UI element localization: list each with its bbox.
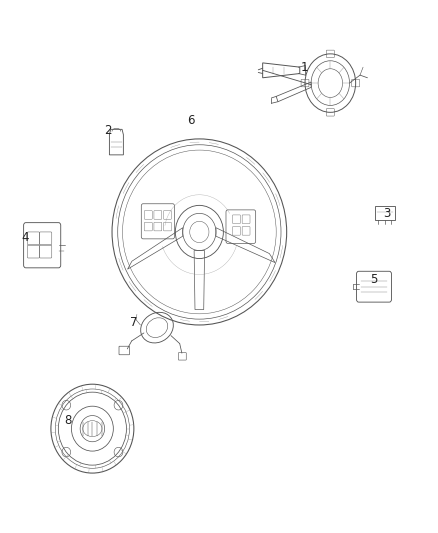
Text: 2: 2 bbox=[104, 124, 111, 138]
Text: 4: 4 bbox=[21, 231, 28, 244]
Text: 7: 7 bbox=[130, 316, 138, 329]
Text: 8: 8 bbox=[65, 414, 72, 427]
Text: 5: 5 bbox=[370, 273, 378, 286]
Text: 1: 1 bbox=[300, 61, 308, 74]
Text: 6: 6 bbox=[187, 114, 194, 127]
Text: 3: 3 bbox=[383, 207, 391, 220]
